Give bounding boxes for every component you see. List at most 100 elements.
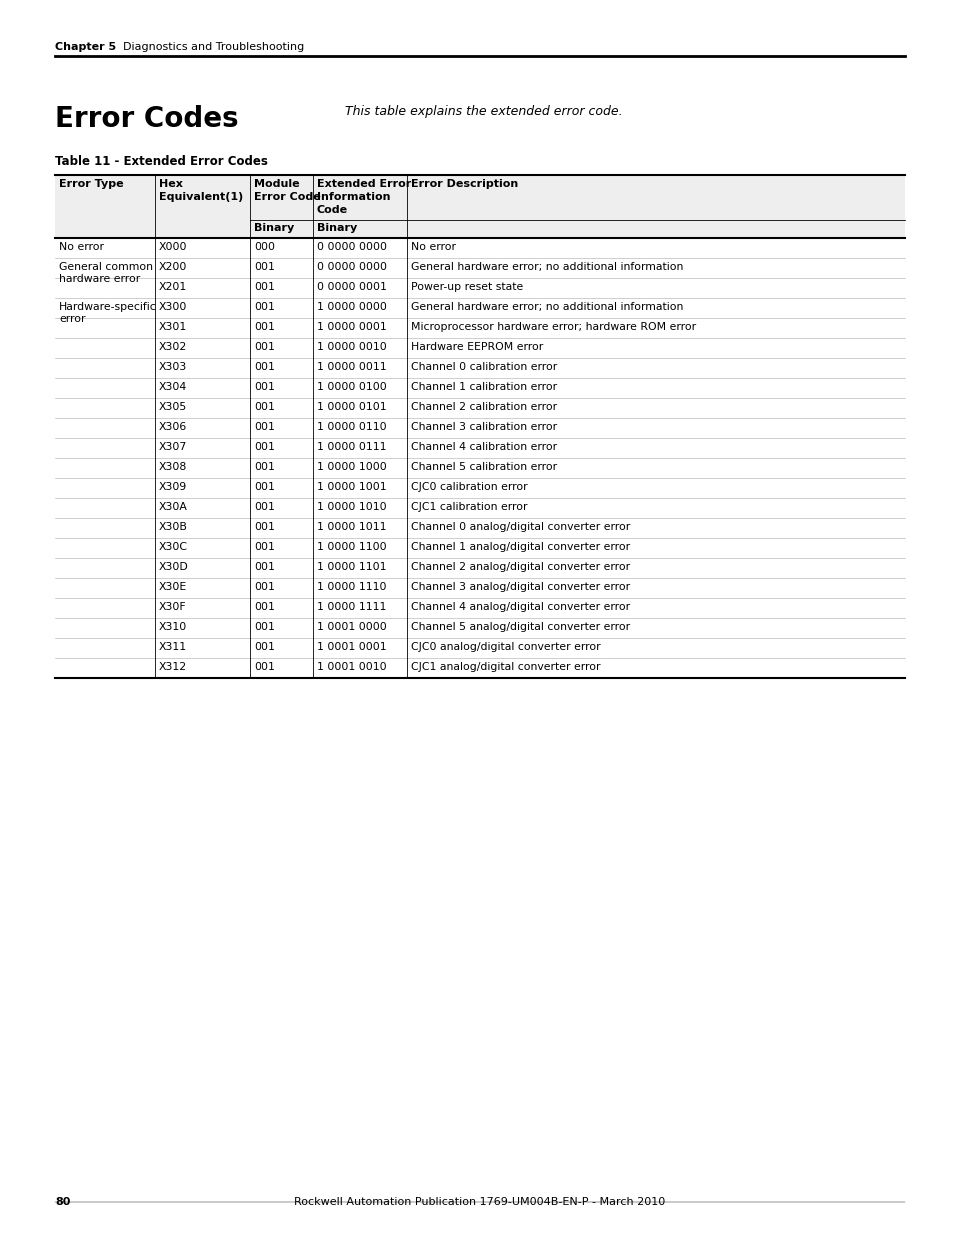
- Text: X300: X300: [159, 303, 187, 312]
- Text: 1 0000 1010: 1 0000 1010: [316, 501, 386, 513]
- Text: 001: 001: [253, 662, 274, 672]
- Text: 001: 001: [253, 303, 274, 312]
- Text: Binary: Binary: [253, 224, 294, 233]
- Text: 001: 001: [253, 362, 274, 372]
- Text: 001: 001: [253, 282, 274, 291]
- Text: 001: 001: [253, 403, 274, 412]
- Text: Channel 4 analog/digital converter error: Channel 4 analog/digital converter error: [411, 601, 630, 613]
- Text: X201: X201: [159, 282, 187, 291]
- Text: X30C: X30C: [159, 542, 188, 552]
- Text: 001: 001: [253, 522, 274, 532]
- Text: Error Codes: Error Codes: [55, 105, 238, 133]
- Text: Channel 0 calibration error: Channel 0 calibration error: [411, 362, 557, 372]
- Text: X30E: X30E: [159, 582, 187, 592]
- Text: 1 0000 1011: 1 0000 1011: [316, 522, 386, 532]
- Text: Hardware EEPROM error: Hardware EEPROM error: [411, 342, 542, 352]
- Text: CJC1 analog/digital converter error: CJC1 analog/digital converter error: [411, 662, 599, 672]
- Text: 001: 001: [253, 462, 274, 472]
- Text: Channel 1 analog/digital converter error: Channel 1 analog/digital converter error: [411, 542, 630, 552]
- Text: No error: No error: [411, 242, 456, 252]
- Text: Error Type: Error Type: [59, 179, 124, 189]
- Text: 0 0000 0000: 0 0000 0000: [316, 262, 387, 272]
- Text: X30A: X30A: [159, 501, 188, 513]
- Text: 1 0000 1110: 1 0000 1110: [316, 582, 386, 592]
- Text: Hex
Equivalent(1): Hex Equivalent(1): [159, 179, 243, 201]
- Bar: [55, 175, 904, 238]
- Text: X309: X309: [159, 482, 187, 492]
- Text: Chapter 5: Chapter 5: [55, 42, 116, 52]
- Text: Channel 0 analog/digital converter error: Channel 0 analog/digital converter error: [411, 522, 630, 532]
- Text: Channel 5 analog/digital converter error: Channel 5 analog/digital converter error: [411, 622, 630, 632]
- Text: Diagnostics and Troubleshooting: Diagnostics and Troubleshooting: [123, 42, 304, 52]
- Text: 1 0000 0111: 1 0000 0111: [316, 442, 386, 452]
- Text: CJC1 calibration error: CJC1 calibration error: [411, 501, 527, 513]
- Text: Module
Error Code: Module Error Code: [253, 179, 320, 201]
- Text: X30B: X30B: [159, 522, 188, 532]
- Text: 001: 001: [253, 601, 274, 613]
- Text: This table explains the extended error code.: This table explains the extended error c…: [345, 105, 622, 119]
- Text: 1 0000 0100: 1 0000 0100: [316, 382, 386, 391]
- Text: No error: No error: [59, 242, 104, 252]
- Text: 001: 001: [253, 322, 274, 332]
- Text: 001: 001: [253, 382, 274, 391]
- Text: X200: X200: [159, 262, 187, 272]
- Text: Microprocessor hardware error; hardware ROM error: Microprocessor hardware error; hardware …: [411, 322, 696, 332]
- Text: X307: X307: [159, 442, 187, 452]
- Text: X304: X304: [159, 382, 187, 391]
- Text: 1 0000 1000: 1 0000 1000: [316, 462, 386, 472]
- Text: 1 0000 0011: 1 0000 0011: [316, 362, 386, 372]
- Text: 1 0000 0110: 1 0000 0110: [316, 422, 386, 432]
- Text: 1 0000 0101: 1 0000 0101: [316, 403, 386, 412]
- Text: Table 11 - Extended Error Codes: Table 11 - Extended Error Codes: [55, 156, 268, 168]
- Text: 000: 000: [253, 242, 274, 252]
- Text: X305: X305: [159, 403, 187, 412]
- Text: 001: 001: [253, 582, 274, 592]
- Text: 1 0000 1111: 1 0000 1111: [316, 601, 386, 613]
- Text: General hardware error; no additional information: General hardware error; no additional in…: [411, 303, 682, 312]
- Text: 0 0000 0000: 0 0000 0000: [316, 242, 387, 252]
- Text: 001: 001: [253, 422, 274, 432]
- Text: X312: X312: [159, 662, 187, 672]
- Text: 1 0000 0010: 1 0000 0010: [316, 342, 386, 352]
- Text: 0 0000 0001: 0 0000 0001: [316, 282, 387, 291]
- Text: Binary: Binary: [316, 224, 356, 233]
- Text: 001: 001: [253, 482, 274, 492]
- Text: X308: X308: [159, 462, 187, 472]
- Text: 1 0000 1001: 1 0000 1001: [316, 482, 386, 492]
- Text: CJC0 calibration error: CJC0 calibration error: [411, 482, 527, 492]
- Text: X310: X310: [159, 622, 187, 632]
- Text: Channel 3 calibration error: Channel 3 calibration error: [411, 422, 557, 432]
- Text: 1 0000 1100: 1 0000 1100: [316, 542, 386, 552]
- Text: 001: 001: [253, 442, 274, 452]
- Text: 001: 001: [253, 642, 274, 652]
- Text: X30D: X30D: [159, 562, 189, 572]
- Text: Rockwell Automation Publication 1769-UM004B-EN-P - March 2010: Rockwell Automation Publication 1769-UM0…: [294, 1197, 665, 1207]
- Text: 1 0000 1101: 1 0000 1101: [316, 562, 386, 572]
- Text: Power-up reset state: Power-up reset state: [411, 282, 522, 291]
- Text: Channel 3 analog/digital converter error: Channel 3 analog/digital converter error: [411, 582, 630, 592]
- Text: Channel 2 analog/digital converter error: Channel 2 analog/digital converter error: [411, 562, 630, 572]
- Text: X306: X306: [159, 422, 187, 432]
- Text: Channel 2 calibration error: Channel 2 calibration error: [411, 403, 557, 412]
- Text: General hardware error; no additional information: General hardware error; no additional in…: [411, 262, 682, 272]
- Text: X311: X311: [159, 642, 187, 652]
- Text: 80: 80: [55, 1197, 71, 1207]
- Text: 001: 001: [253, 501, 274, 513]
- Text: X000: X000: [159, 242, 188, 252]
- Text: Hardware-specific
error: Hardware-specific error: [59, 303, 156, 324]
- Text: X301: X301: [159, 322, 187, 332]
- Text: 001: 001: [253, 342, 274, 352]
- Text: Channel 5 calibration error: Channel 5 calibration error: [411, 462, 557, 472]
- Text: 001: 001: [253, 542, 274, 552]
- Text: 1 0001 0000: 1 0001 0000: [316, 622, 386, 632]
- Text: 1 0000 0001: 1 0000 0001: [316, 322, 386, 332]
- Text: 001: 001: [253, 562, 274, 572]
- Text: Channel 4 calibration error: Channel 4 calibration error: [411, 442, 557, 452]
- Text: Error Description: Error Description: [411, 179, 517, 189]
- Text: Channel 1 calibration error: Channel 1 calibration error: [411, 382, 557, 391]
- Text: General common
hardware error: General common hardware error: [59, 262, 152, 284]
- Text: 001: 001: [253, 622, 274, 632]
- Text: 1 0000 0000: 1 0000 0000: [316, 303, 387, 312]
- Text: 1 0001 0001: 1 0001 0001: [316, 642, 386, 652]
- Text: X303: X303: [159, 362, 187, 372]
